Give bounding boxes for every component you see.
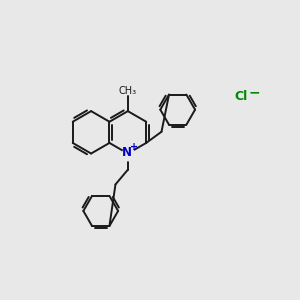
Text: −: − xyxy=(249,85,260,100)
Text: N: N xyxy=(122,146,132,159)
Text: CH₃: CH₃ xyxy=(119,86,137,96)
Text: Cl: Cl xyxy=(235,91,248,103)
Text: +: + xyxy=(130,142,138,152)
